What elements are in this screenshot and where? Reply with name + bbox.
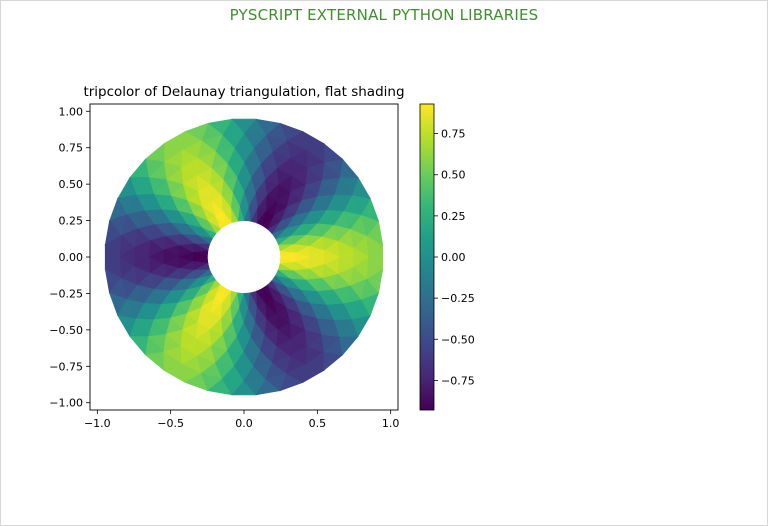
y-tick-label: 1.00 xyxy=(59,105,84,118)
x-tick-label: −1.0 xyxy=(84,417,111,430)
x-axis: −1.0 −0.5 0.0 0.5 1.0 xyxy=(84,410,399,430)
y-tick-label: −0.50 xyxy=(49,324,83,337)
colorbar-tick-label: 0.25 xyxy=(441,210,466,223)
colorbar-axis: −0.75 −0.50 −0.25 0.00 0.25 0.50 0.75 xyxy=(434,128,475,387)
mesh-triangle xyxy=(144,351,165,372)
x-tick-label: 1.0 xyxy=(382,417,400,430)
mesh-triangle xyxy=(129,158,149,178)
y-tick-label: 0.50 xyxy=(59,178,84,191)
triangulation-mesh xyxy=(104,118,384,396)
colorbar-tick-label: 0.75 xyxy=(441,128,466,141)
colorbar xyxy=(419,103,435,411)
mesh-triangle xyxy=(368,244,384,270)
colorbar-tick-label: −0.75 xyxy=(441,374,475,387)
y-tick-label: −1.00 xyxy=(49,397,83,410)
colorbar-tick-label: −0.25 xyxy=(441,292,475,305)
colorbar-tick-label: 0.50 xyxy=(441,169,466,182)
y-axis: −1.00 −0.75 −0.50 −0.25 0.00 0.25 0.50 0.75 1.00 xyxy=(49,105,90,410)
y-tick-label: 0.75 xyxy=(59,142,84,155)
mesh-triangle xyxy=(353,246,370,268)
chart-title: tripcolor of Delaunay triangulation, fla… xyxy=(83,84,404,100)
mesh-triangle xyxy=(294,252,312,262)
mesh-triangle xyxy=(339,336,359,356)
colorbar-tick-label: 0.00 xyxy=(441,251,466,264)
page-title: PYSCRIPT EXTERNAL PYTHON LIBRARIES xyxy=(229,6,539,24)
colorbar-tick-label: −0.50 xyxy=(441,333,475,346)
x-tick-label: 0.0 xyxy=(235,417,253,430)
mesh-triangle xyxy=(324,249,341,265)
mesh-triangle xyxy=(323,142,344,163)
y-tick-label: −0.25 xyxy=(49,287,83,300)
x-tick-label: −0.5 xyxy=(157,417,184,430)
x-tick-label: 0.5 xyxy=(309,417,327,430)
y-tick-label: 0.00 xyxy=(59,251,84,264)
y-tick-label: −0.75 xyxy=(49,360,83,373)
y-tick-label: 0.25 xyxy=(59,215,84,228)
